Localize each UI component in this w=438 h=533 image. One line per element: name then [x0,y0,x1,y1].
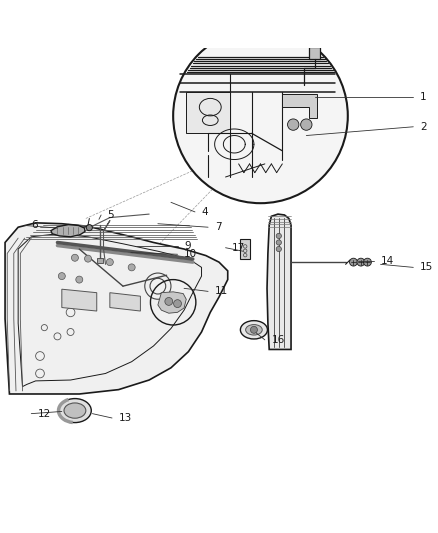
Text: 14: 14 [381,256,394,266]
Circle shape [71,254,78,261]
Text: 2: 2 [420,122,427,132]
Polygon shape [51,224,85,237]
Circle shape [300,119,312,130]
Text: 13: 13 [119,413,132,423]
Text: 5: 5 [108,210,114,220]
Text: 9: 9 [184,240,191,251]
Text: 11: 11 [215,286,228,296]
Polygon shape [62,289,97,311]
Circle shape [288,119,299,130]
Circle shape [173,29,348,203]
Circle shape [276,233,282,239]
Text: 12: 12 [38,409,51,418]
Polygon shape [110,293,141,311]
Ellipse shape [246,325,262,335]
Text: 6: 6 [31,221,38,230]
Circle shape [165,297,173,305]
Text: 17: 17 [232,243,245,253]
Circle shape [173,300,181,308]
Polygon shape [309,47,320,59]
Polygon shape [267,214,291,350]
FancyBboxPatch shape [97,258,103,263]
Circle shape [364,258,371,266]
Circle shape [85,255,92,262]
Circle shape [128,264,135,271]
Polygon shape [158,292,186,313]
Circle shape [350,258,357,266]
Circle shape [86,224,92,231]
FancyBboxPatch shape [240,239,251,259]
Circle shape [58,272,65,280]
Ellipse shape [64,403,86,418]
Text: 15: 15 [420,262,433,272]
Circle shape [76,276,83,283]
Text: 10: 10 [184,249,197,259]
Text: 7: 7 [215,222,221,232]
Polygon shape [186,92,230,133]
Ellipse shape [59,399,91,423]
Circle shape [251,326,258,333]
Circle shape [276,246,282,252]
Text: 16: 16 [272,335,285,345]
Text: 1: 1 [420,92,427,102]
Polygon shape [283,94,317,118]
Circle shape [357,258,365,266]
Polygon shape [5,223,228,394]
Circle shape [276,240,282,245]
Ellipse shape [240,321,268,339]
Circle shape [106,259,113,265]
Text: 4: 4 [201,207,208,217]
